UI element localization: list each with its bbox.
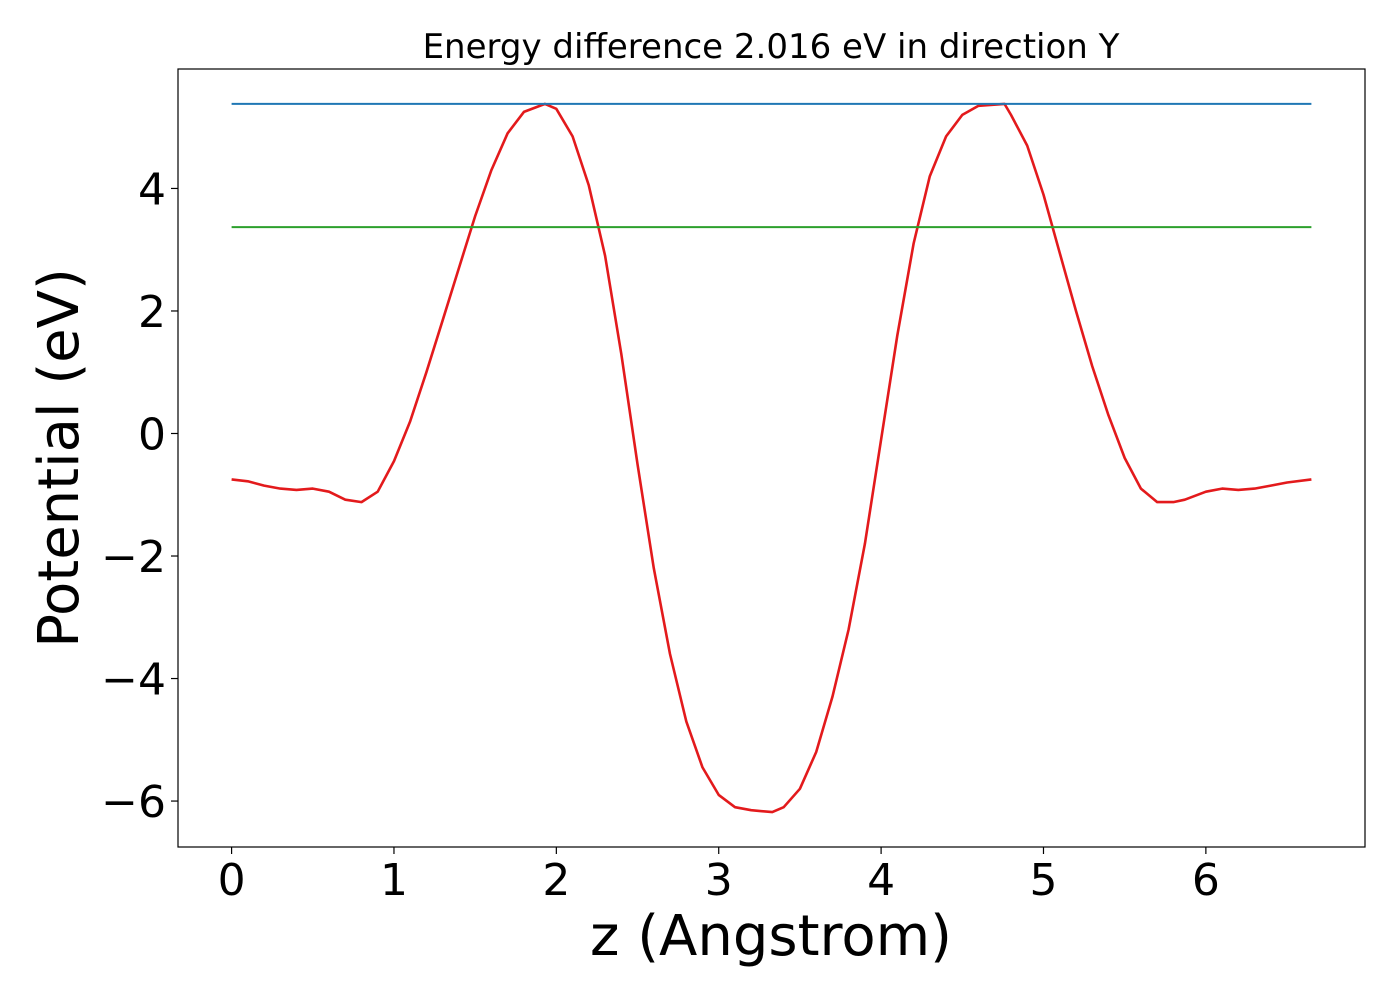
x-tick-label: 2 bbox=[542, 855, 570, 906]
x-axis-ticks: 0 1 2 3 4 5 6 bbox=[218, 847, 1220, 906]
x-tick-label: 0 bbox=[218, 855, 246, 906]
y-tick-label: −2 bbox=[101, 532, 166, 583]
y-tick-label: 0 bbox=[138, 409, 166, 460]
x-tick-label: 3 bbox=[705, 855, 733, 906]
x-tick-label: 4 bbox=[867, 855, 895, 906]
x-axis-label: z (Angstrom) bbox=[590, 904, 952, 969]
y-tick-label: 4 bbox=[138, 164, 166, 215]
y-tick-label: 2 bbox=[138, 287, 166, 338]
series-line-potential bbox=[231, 102, 1312, 814]
y-axis-ticks: −6 −4 −2 0 2 4 bbox=[101, 164, 178, 828]
plot-area bbox=[177, 68, 1366, 848]
y-tick-label: −4 bbox=[101, 655, 166, 706]
x-tick-label: 1 bbox=[380, 855, 408, 906]
chart-title: Energy difference 2.016 eV in direction … bbox=[423, 27, 1120, 67]
y-axis-label: Potential (eV) bbox=[27, 268, 92, 648]
x-tick-label: 5 bbox=[1029, 855, 1057, 906]
y-tick-label: −6 bbox=[101, 777, 166, 828]
series-layer bbox=[231, 102, 1312, 814]
x-tick-label: 6 bbox=[1192, 855, 1220, 906]
